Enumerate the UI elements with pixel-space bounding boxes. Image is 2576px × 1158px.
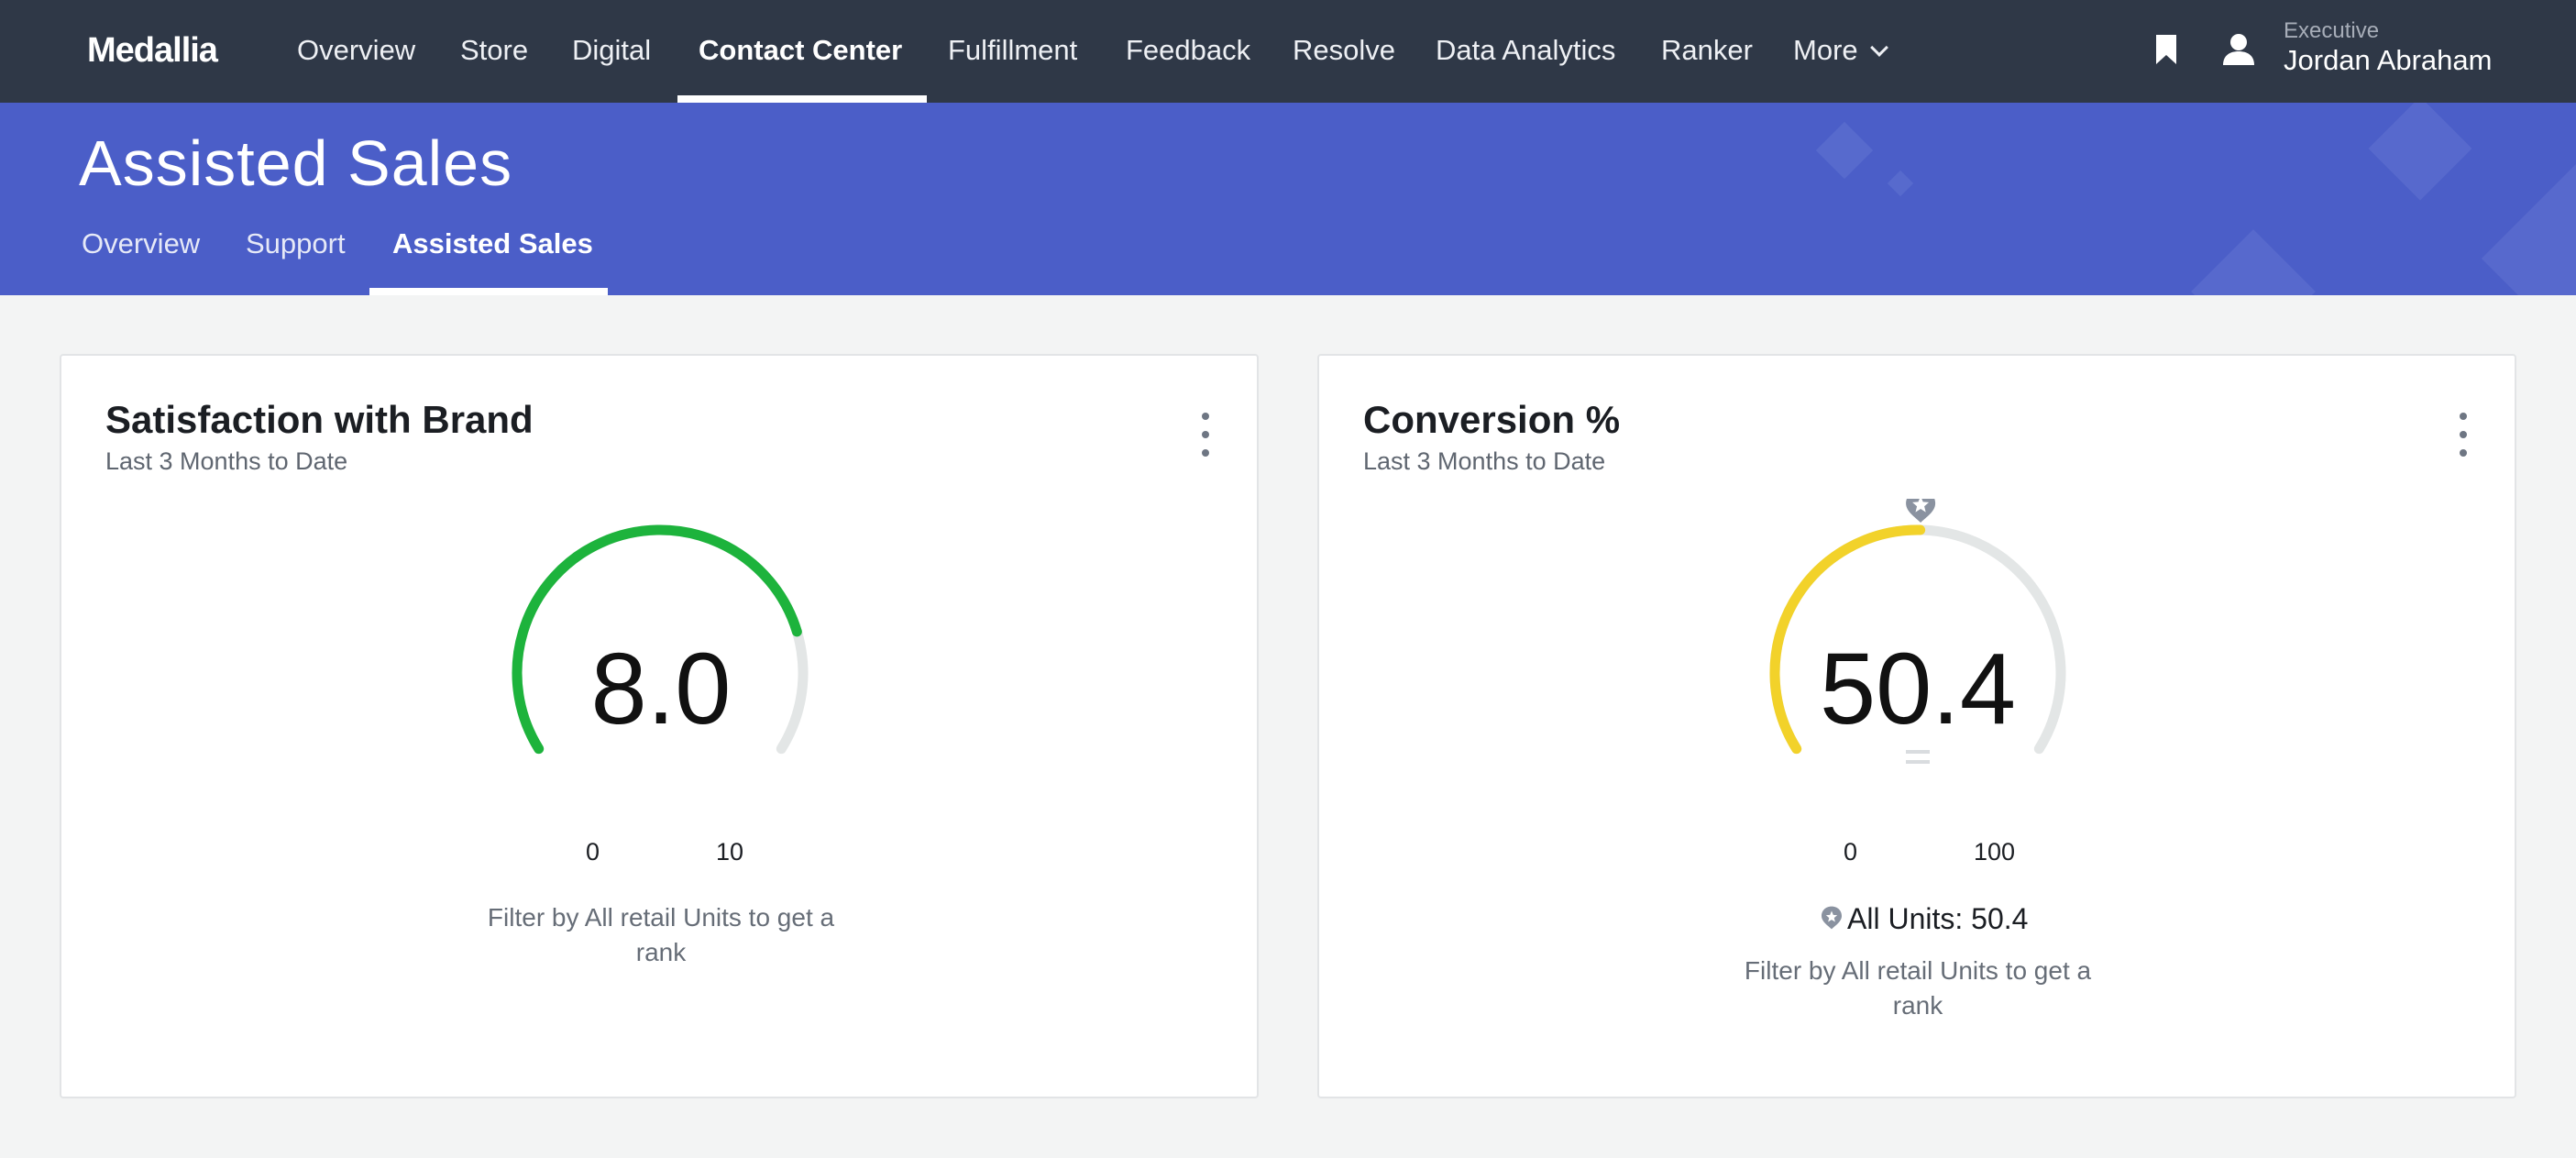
nav-item-contact-center[interactable]: Contact Center <box>699 34 903 66</box>
more-options-icon[interactable] <box>2458 413 2469 457</box>
gauge-value: 50.4 <box>1819 633 2017 745</box>
nav-item-fulfillment[interactable]: Fulfillment <box>948 34 1078 66</box>
gauge-max-label: 10 <box>716 838 744 866</box>
benchmark-star-icon <box>1906 499 1936 524</box>
nav-item-store[interactable]: Store <box>460 34 529 66</box>
widget-title: Satisfaction with Brand <box>105 398 534 441</box>
medallia-logo[interactable]: Medallia <box>87 31 218 70</box>
benchmark-star-icon <box>1822 906 1842 930</box>
nav-item-more[interactable]: More <box>1793 0 1888 103</box>
tab-overview[interactable]: Overview <box>82 227 201 259</box>
top-navigation: Medallia Overview Store Digital Contact … <box>0 0 2576 103</box>
benchmark-text: All Units: 50.4 <box>1847 902 2029 935</box>
banner-decoration <box>1815 103 2576 295</box>
nav-item-ranker[interactable]: Ranker <box>1661 34 1753 66</box>
page-header-banner: Assisted Sales Overview Support Assisted… <box>0 103 2576 295</box>
user-name[interactable]: Jordan Abraham <box>2284 44 2493 76</box>
trend-unchanged-icon <box>1906 750 1930 770</box>
gauge-chart <box>1769 499 2066 755</box>
tab-active-indicator <box>369 288 608 295</box>
more-options-icon[interactable] <box>1200 413 1211 457</box>
tab-assisted-sales[interactable]: Assisted Sales <box>392 227 593 259</box>
bookmark-icon[interactable] <box>2156 35 2176 64</box>
gauge-min-label: 0 <box>586 838 600 866</box>
user-icon[interactable] <box>2222 33 2255 66</box>
nav-item-more-label: More <box>1793 34 1858 66</box>
benchmark-label: All Units: 50.4 <box>1822 902 2028 936</box>
nav-item-digital[interactable]: Digital <box>572 34 652 66</box>
widget-title: Conversion % <box>1363 398 1621 441</box>
rank-filter-hint: Filter by All retail Units to get a rank <box>1744 956 2092 1020</box>
gauge-chart <box>512 524 809 755</box>
widget-subtitle: Last 3 Months to Date <box>105 447 348 475</box>
gauge-max-label: 100 <box>1974 838 2016 866</box>
nav-item-overview[interactable]: Overview <box>297 34 416 66</box>
widget-satisfaction-with-brand: Satisfaction with Brand Last 3 Months to… <box>60 354 1259 1098</box>
user-role: Executive <box>2284 18 2380 43</box>
gauge-min-label: 0 <box>1844 838 1858 866</box>
nav-item-feedback[interactable]: Feedback <box>1126 34 1251 66</box>
gauge-fill <box>512 524 802 755</box>
page-title: Assisted Sales <box>79 127 513 199</box>
widget-subtitle: Last 3 Months to Date <box>1363 447 1606 475</box>
gauge-value: 8.0 <box>590 633 732 745</box>
rank-filter-hint: Filter by All retail Units to get a rank <box>487 903 835 966</box>
gauge-fill <box>1769 524 1926 755</box>
nav-active-indicator <box>677 95 927 103</box>
chevron-down-icon <box>1869 39 1888 57</box>
widget-conversion-percent: Conversion % Last 3 Months to Date 50.4 … <box>1317 354 2516 1098</box>
tab-support[interactable]: Support <box>246 227 346 259</box>
nav-item-data-analytics[interactable]: Data Analytics <box>1436 34 1616 66</box>
nav-item-resolve[interactable]: Resolve <box>1293 34 1395 66</box>
